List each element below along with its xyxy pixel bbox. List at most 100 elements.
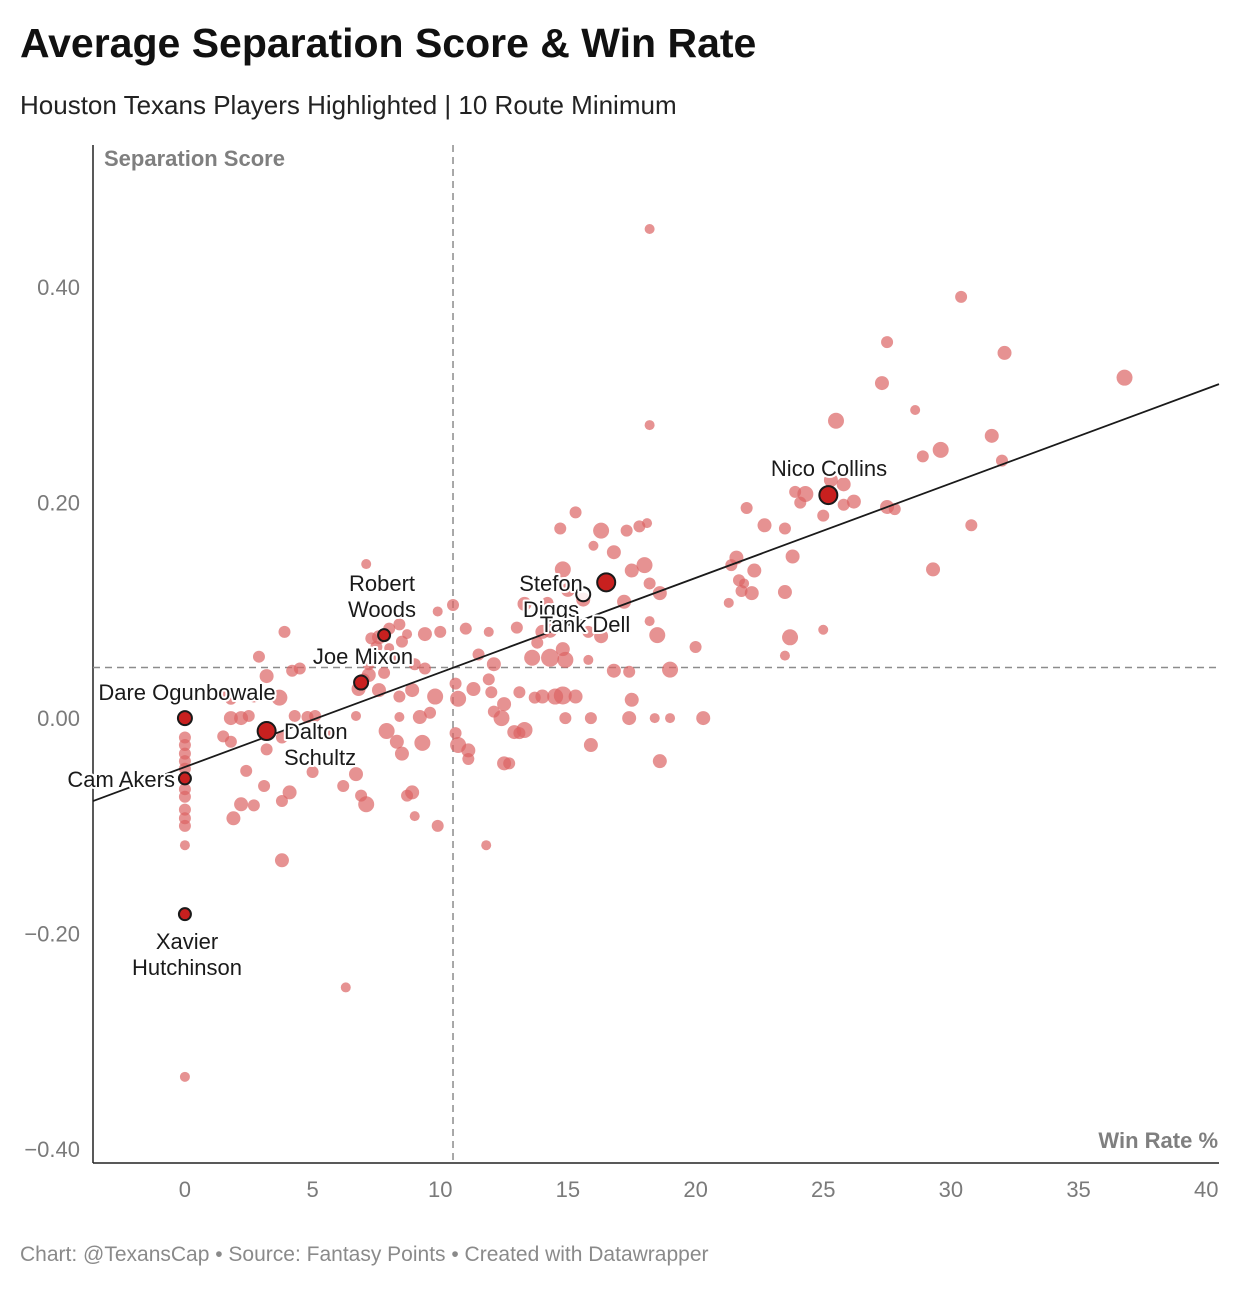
data-point: [583, 738, 598, 753]
data-point: [306, 765, 319, 778]
y-axis-title: Separation Score: [104, 146, 285, 171]
data-point: [557, 651, 574, 668]
data-point: [644, 616, 655, 627]
data-point: [782, 629, 799, 646]
x-tick-label: 5: [306, 1177, 318, 1202]
data-point: [242, 709, 255, 722]
data-point: [740, 502, 753, 515]
data-point: [649, 627, 666, 644]
data-point: [274, 853, 289, 868]
trendline: [92, 383, 1220, 802]
data-point: [620, 524, 633, 537]
data-point: [606, 545, 621, 560]
data-point: [246, 688, 261, 703]
highlight-point: [256, 721, 277, 742]
y-tick-label: −0.20: [24, 922, 80, 947]
data-point: [387, 651, 402, 666]
highlight-point: [177, 771, 192, 786]
data-point: [447, 598, 460, 611]
data-point: [644, 224, 655, 235]
y-tick-label: 0.40: [37, 275, 80, 300]
highlight-point: [818, 485, 839, 506]
data-point: [350, 710, 361, 721]
data-point: [418, 662, 431, 675]
data-point: [543, 623, 558, 638]
data-point: [226, 811, 241, 826]
point-label: Dalton Schultz: [284, 719, 356, 770]
data-point: [623, 665, 636, 678]
data-point: [823, 473, 838, 488]
data-point: [370, 640, 383, 653]
data-point: [223, 711, 238, 726]
data-point: [881, 336, 894, 349]
data-point: [757, 518, 772, 533]
data-point: [541, 648, 560, 667]
data-point: [486, 657, 501, 672]
highlight-point: [377, 628, 392, 643]
chart-footer: Chart: @TexansCap • Source: Fantasy Poin…: [20, 1243, 709, 1266]
data-point: [652, 754, 667, 769]
data-point: [224, 735, 237, 748]
data-point: [408, 658, 421, 671]
data-point: [417, 627, 432, 642]
data-point: [449, 727, 462, 740]
y-tick-label: 0.00: [37, 706, 80, 731]
data-point: [252, 650, 265, 663]
x-tick-label: 10: [428, 1177, 452, 1202]
data-point: [259, 669, 274, 684]
x-tick-label: 0: [179, 1177, 191, 1202]
data-point: [240, 764, 253, 777]
data-point: [275, 731, 288, 744]
data-point: [510, 621, 523, 634]
x-tick-label: 15: [556, 1177, 580, 1202]
data-point: [337, 779, 350, 792]
data-point: [482, 673, 495, 686]
data-point: [271, 689, 288, 706]
data-point: [275, 795, 288, 808]
data-point: [531, 636, 544, 649]
y-tick-label: −0.40: [24, 1137, 80, 1162]
x-tick-label: 40: [1194, 1177, 1218, 1202]
data-point: [662, 661, 679, 678]
chart-title: Average Separation Score & Win Rate: [20, 20, 757, 66]
data-point: [916, 450, 929, 463]
data-point: [588, 540, 599, 551]
data-point: [818, 624, 829, 635]
data-point: [394, 746, 409, 761]
point-label: Nico Collins: [771, 456, 887, 481]
data-point: [178, 819, 191, 832]
data-point: [179, 1071, 190, 1082]
data-point: [837, 498, 850, 511]
point-label: Robert Woods: [348, 571, 416, 622]
data-point: [179, 840, 190, 851]
data-point: [524, 649, 541, 666]
axes: 0.40 0.20 0.00 −0.20 −0.40 0 5 10 15 20 25 30 35 40 Se…: [24, 145, 1219, 1202]
x-tick-label: 30: [939, 1177, 963, 1202]
highlight-point: [353, 674, 370, 691]
data-point: [219, 689, 232, 702]
data-point: [389, 734, 404, 749]
data-point: [723, 597, 734, 608]
data-point: [594, 629, 609, 644]
data-point: [554, 522, 567, 535]
point-label: Dare Ogunbowale: [98, 680, 275, 705]
data-point: [689, 640, 702, 653]
data-point: [955, 290, 968, 303]
data-point: [362, 658, 375, 671]
data-point: [926, 562, 941, 577]
data-point: [583, 654, 594, 665]
data-point: [744, 586, 759, 601]
data-point: [747, 563, 762, 578]
chart-subtitle: Houston Texans Players Highlighted | 10 …: [20, 90, 677, 120]
data-point: [997, 345, 1012, 360]
data-point: [483, 626, 494, 637]
data-point: [434, 625, 447, 638]
data-point: [293, 662, 306, 675]
x-tick-label: 25: [811, 1177, 835, 1202]
data-point: [401, 789, 414, 802]
point-label: Cam Akers: [67, 767, 175, 792]
scatter-plot: 0.40 0.20 0.00 −0.20 −0.40 0 5 10 15 20 25 30 35 40 Se…: [24, 145, 1220, 1202]
data-point: [559, 712, 572, 725]
highlight-point: [177, 907, 192, 922]
data-point: [393, 618, 406, 631]
